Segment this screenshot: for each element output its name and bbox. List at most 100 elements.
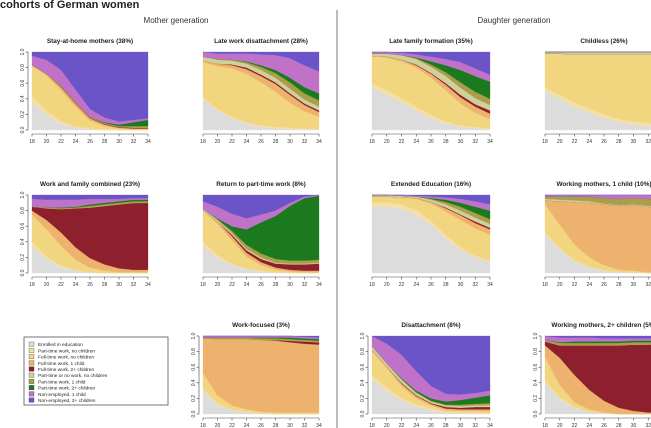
series-area bbox=[203, 335, 320, 338]
x-tick-label: 22 bbox=[399, 282, 405, 288]
x-tick-label: 18 bbox=[29, 139, 35, 145]
legend-swatch bbox=[28, 366, 35, 372]
x-tick-label: 24 bbox=[413, 282, 419, 288]
x-tick-label: 18 bbox=[369, 139, 375, 145]
legend-swatch bbox=[28, 360, 35, 366]
legend-label: Non-employed, 2+ children bbox=[38, 398, 96, 404]
y-tick-label: 0.4 bbox=[20, 238, 26, 245]
y-tick-label: 0.4 bbox=[20, 95, 26, 102]
x-tick-label: 32 bbox=[302, 282, 308, 288]
legend-label: Part-time work, 2+ children bbox=[38, 386, 96, 392]
x-tick-label: 34 bbox=[487, 282, 493, 288]
x-tick-label: 18 bbox=[542, 423, 548, 428]
x-tick-label: 28 bbox=[273, 423, 279, 428]
x-tick-label: 30 bbox=[631, 282, 637, 288]
y-tick-label: 0.4 bbox=[191, 379, 197, 386]
x-tick-label: 20 bbox=[384, 423, 390, 428]
y-tick-label: 0.0 bbox=[20, 126, 26, 133]
x-tick-label: 18 bbox=[369, 423, 375, 428]
x-tick-label: 32 bbox=[472, 282, 478, 288]
x-tick-label: 26 bbox=[258, 282, 264, 288]
y-tick-label: 0.8 bbox=[360, 348, 366, 355]
y-tick-label: 0.0 bbox=[20, 269, 26, 276]
x-tick-label: 34 bbox=[487, 423, 493, 428]
legend-swatch bbox=[28, 391, 35, 397]
legend-label: Part-time work, no children bbox=[38, 348, 95, 354]
x-tick-label: 18 bbox=[200, 139, 206, 145]
legend-swatch bbox=[28, 341, 35, 347]
x-tick-label: 20 bbox=[557, 423, 563, 428]
panel-title: Work and family combined (23%) bbox=[40, 181, 140, 188]
y-tick-label: 0.8 bbox=[533, 348, 539, 355]
panel-title: Childless (26%) bbox=[580, 38, 627, 45]
x-tick-label: 20 bbox=[215, 423, 221, 428]
x-tick-label: 28 bbox=[443, 423, 449, 428]
y-tick-label: 0.6 bbox=[360, 364, 366, 371]
x-tick-label: 28 bbox=[273, 282, 279, 288]
x-tick-label: 26 bbox=[258, 423, 264, 428]
panel-title: Late family formation (35%) bbox=[389, 38, 472, 45]
y-tick-label: 0.4 bbox=[360, 379, 366, 386]
x-tick-label: 20 bbox=[215, 282, 221, 288]
x-tick-label: 22 bbox=[572, 139, 578, 145]
x-tick-label: 32 bbox=[472, 423, 478, 428]
x-tick-label: 22 bbox=[572, 423, 578, 428]
x-tick-label: 34 bbox=[316, 282, 322, 288]
x-tick-label: 20 bbox=[44, 139, 50, 145]
x-tick-label: 24 bbox=[413, 139, 419, 145]
x-tick-label: 28 bbox=[616, 282, 622, 288]
x-tick-label: 26 bbox=[428, 423, 434, 428]
x-tick-label: 34 bbox=[487, 139, 493, 145]
x-tick-label: 24 bbox=[586, 423, 592, 428]
x-tick-label: 18 bbox=[542, 282, 548, 288]
series-area bbox=[372, 51, 491, 75]
y-tick-label: 0.8 bbox=[191, 348, 197, 355]
x-tick-label: 26 bbox=[87, 139, 93, 145]
x-tick-label: 32 bbox=[131, 139, 137, 145]
x-tick-label: 20 bbox=[384, 139, 390, 145]
legend-label: Part-time or no work, no children bbox=[38, 373, 108, 379]
x-tick-label: 28 bbox=[616, 423, 622, 428]
chart-panel: Extended Education (16%) 18 20 22 24 26 28 30 32… bbox=[369, 181, 493, 288]
x-tick-label: 26 bbox=[428, 139, 434, 145]
x-tick-label: 24 bbox=[244, 282, 250, 288]
x-tick-label: 30 bbox=[287, 139, 293, 145]
x-tick-label: 32 bbox=[472, 139, 478, 145]
x-tick-label: 18 bbox=[542, 139, 548, 145]
panel-title: Working mothers, 1 child (10%) bbox=[556, 181, 651, 188]
x-tick-label: 34 bbox=[145, 282, 151, 288]
legend-swatch bbox=[28, 354, 35, 360]
y-tick-label: 0.8 bbox=[20, 207, 26, 214]
panels-group: Stay-at-home mothers (38%) 18 20 22 24 26 28 30… bbox=[20, 38, 651, 428]
legend-swatch bbox=[28, 348, 35, 353]
legend-label: Part-time work, 1 child bbox=[38, 379, 86, 385]
x-tick-label: 20 bbox=[215, 139, 221, 145]
y-tick-label: 0.8 bbox=[20, 64, 26, 71]
x-tick-label: 28 bbox=[443, 282, 449, 288]
x-tick-label: 24 bbox=[244, 139, 250, 145]
y-tick-label: 0.6 bbox=[20, 223, 26, 230]
x-tick-label: 24 bbox=[73, 282, 79, 288]
daughter-generation-heading: Daughter generation bbox=[478, 16, 551, 25]
mother-generation-heading: Mother generation bbox=[144, 16, 209, 25]
series-area bbox=[371, 335, 491, 395]
series-area bbox=[202, 194, 320, 219]
x-tick-label: 34 bbox=[316, 423, 322, 428]
x-tick-label: 30 bbox=[631, 139, 637, 145]
x-tick-label: 18 bbox=[369, 282, 375, 288]
legend-swatch bbox=[28, 379, 35, 384]
legend-label: Enrolled in education bbox=[38, 342, 83, 348]
x-tick-label: 26 bbox=[258, 139, 264, 145]
x-tick-label: 24 bbox=[586, 139, 592, 145]
panel-title: Work-focused (3%) bbox=[232, 322, 290, 329]
chart-panel: Return to part-time work (8%) 18 20 22 24 26 2… bbox=[200, 181, 322, 288]
panel-title: Stay-at-home mothers (38%) bbox=[47, 38, 133, 45]
y-tick-label: 0.6 bbox=[20, 80, 26, 87]
legend-frame bbox=[23, 336, 169, 406]
x-tick-label: 24 bbox=[244, 423, 250, 428]
x-tick-label: 20 bbox=[557, 139, 563, 145]
x-tick-label: 30 bbox=[458, 282, 464, 288]
